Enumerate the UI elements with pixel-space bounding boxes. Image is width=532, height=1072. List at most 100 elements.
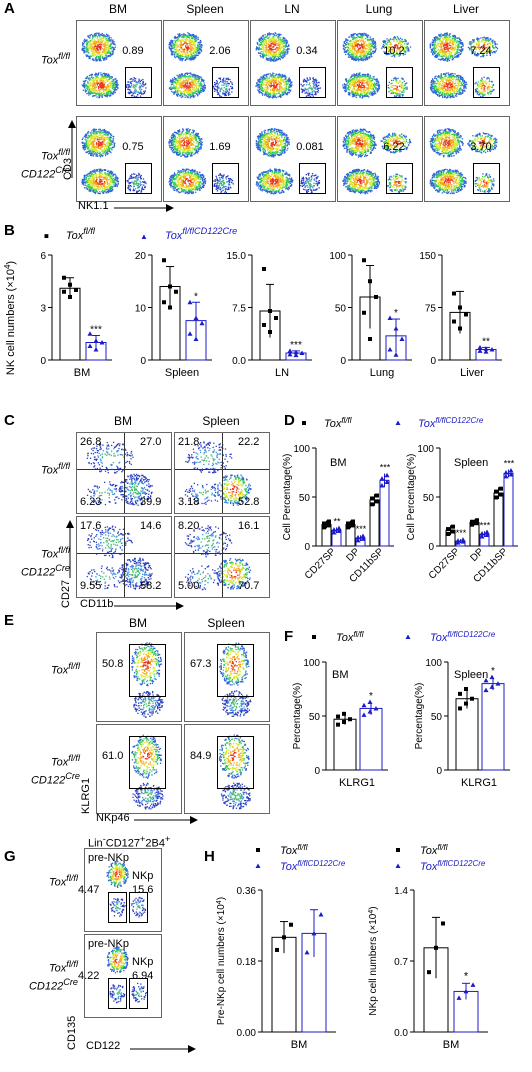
b-point-2-0-0: [262, 267, 266, 271]
d-point-0-1-0-2: [346, 521, 350, 526]
d-category-0-1: DP: [345, 546, 363, 564]
b-ticklabel-0-1: 3: [40, 304, 46, 315]
b-point-0-0-0: [62, 275, 66, 280]
panel-a-genotype-0: Toxfl/fl: [40, 51, 70, 67]
f-point-0-1-2: [373, 705, 379, 711]
d-bar-0-2-0: [369, 499, 380, 547]
b-point-1-0-0: [162, 258, 166, 263]
flow-plot-a-0-3: [337, 20, 423, 106]
f-bar-0-1: [359, 707, 383, 771]
quad-line-h: [77, 469, 171, 470]
f-category-0: KLRG1: [339, 777, 375, 789]
panel-c-quad-0-0-0: 26.8: [80, 436, 102, 448]
f-point-0-1-4: [367, 699, 373, 704]
quad-line-h: [175, 469, 269, 470]
h-legend-marker-ko-0: [255, 863, 261, 868]
h-category-0: BM: [291, 1039, 308, 1051]
panel-g-v2-1: 6.94: [132, 970, 154, 982]
panel-a-value-0-4: 7.24: [470, 45, 492, 58]
h-point-0-0-0: [275, 947, 279, 952]
d-point-1-1-1-0: [479, 533, 485, 539]
d-point-1-1-0-0: [470, 522, 474, 527]
flow-dots-g-1: [106, 946, 147, 1004]
b-point-3-0-0: [362, 258, 366, 263]
b-ticklabel-1-0: 0: [140, 356, 146, 367]
f-ticklabel-0-0: 0: [314, 766, 320, 777]
b-point-0-0-3: [62, 289, 66, 294]
legend-name-ko: Tox: [164, 229, 183, 242]
b-sig-1: *: [194, 291, 198, 302]
d-bar-1-2-0: [493, 492, 504, 547]
h-legend-marker-ko-1: [395, 863, 401, 868]
b-point-2-1-3: [287, 351, 293, 357]
panel-a-tissue-spleen: Spleen: [186, 2, 224, 16]
d-sig-1-1: ***: [480, 520, 491, 530]
h-ticklabel-1-2: 1.4: [394, 886, 408, 897]
b-ticklabel-2-2: 15.0: [227, 251, 247, 262]
f-bar-0-0: [333, 718, 357, 771]
d-point-1-1-1-3: [484, 529, 490, 535]
panel-a-value-1-3: 6.22: [383, 141, 405, 154]
flow-dots-a-0-2: [255, 32, 321, 99]
d-point-0-0-0-1: [327, 523, 331, 528]
f-point-0-1-3: [361, 702, 367, 708]
panel-e-xaxis-arrow: [134, 816, 198, 824]
b-point-1-0-2: [174, 289, 178, 294]
panel-a-value-1-2: 0.081: [296, 141, 324, 154]
d-point-1-1-0-1: [475, 521, 479, 526]
panel-a-value-0-3: 10.2: [383, 45, 405, 58]
f-point-1-0-0: [458, 706, 462, 711]
panel-a-value-1-4: 3.70: [470, 141, 492, 154]
f-point-0-0-1: [342, 719, 346, 724]
panel-c-quad-1-1-0: 8.20: [178, 520, 200, 532]
panel-c-quad-0-0-2: 6.23: [80, 496, 102, 508]
d-category-1-1: DP: [469, 546, 487, 564]
h-ticklabel-1-1: 0.7: [394, 957, 408, 968]
d-point-1-2-1-3: [508, 468, 514, 473]
f-point-0-0-4: [342, 711, 346, 716]
panel-e-tissue-0: BM: [129, 616, 147, 630]
h-point-1-1-0: [456, 995, 462, 1000]
h-ticklabel-0-0: 0.00: [237, 1028, 257, 1039]
panel-e-genotype-1: Toxfl/fl CD122Cre: [30, 753, 80, 787]
h-category-1: BM: [443, 1039, 460, 1051]
flow-plot-e-1-1: [184, 724, 270, 814]
d-point-0-2-1-2: [379, 476, 385, 481]
b-category-3: Lung: [370, 367, 394, 379]
panel-g-v1-0: 4.47: [78, 884, 100, 896]
flow-plot-a-1-4: [424, 116, 510, 202]
h-legend-wt-1: Toxfl/fl: [420, 843, 448, 858]
d-sig-0-1: ***: [356, 524, 367, 534]
flow-plot-a-0-4: [424, 20, 510, 106]
d-sig-0-0: **: [333, 516, 341, 526]
b-ticklabel-3-2: 100: [329, 251, 346, 262]
gate-box: [124, 163, 153, 194]
d-point-0-1-0-1: [351, 523, 355, 528]
panel-b-chart: NK cell numbers (×104)036BM***01020Splee…: [3, 251, 502, 379]
gate-box: [385, 67, 414, 98]
b-point-3-0-3: [362, 310, 366, 315]
h-ticklabel-0-2: 0.36: [237, 886, 257, 897]
b-ticklabel-3-0: 0: [340, 356, 346, 367]
quad-line-v: [124, 517, 125, 597]
gate-prenkp: [107, 891, 127, 924]
panel-a-xaxis: NK1.1: [78, 200, 109, 212]
f-point-1-1-2: [495, 681, 501, 686]
gate-box: [128, 643, 167, 697]
b-point-0-0-1: [68, 282, 72, 287]
legend-name-wt: Tox: [65, 229, 84, 242]
b-sig-4: **: [482, 336, 490, 347]
d-ticklabel-1-2: 100: [417, 444, 434, 455]
f-ticklabel-1-2: 100: [425, 658, 442, 669]
panel-a-tissue-lung: Lung: [365, 2, 393, 16]
h-point-0-1-2: [318, 911, 324, 917]
h-legend-marker-wt-0: [256, 848, 260, 852]
d-bar-1-2-1: [503, 472, 514, 547]
panel-c-quad-0-0-3: 39.9: [140, 496, 162, 508]
h-ylabel-1: NKp cell numbers (×104): [368, 906, 380, 1015]
flow-plot-a-1-0: [76, 116, 162, 202]
f-ticklabel-1-0: 0: [436, 766, 442, 777]
f-sig-1: *: [491, 666, 495, 677]
gate-box: [298, 67, 327, 98]
d-point-1-1-0-3: [475, 518, 479, 523]
